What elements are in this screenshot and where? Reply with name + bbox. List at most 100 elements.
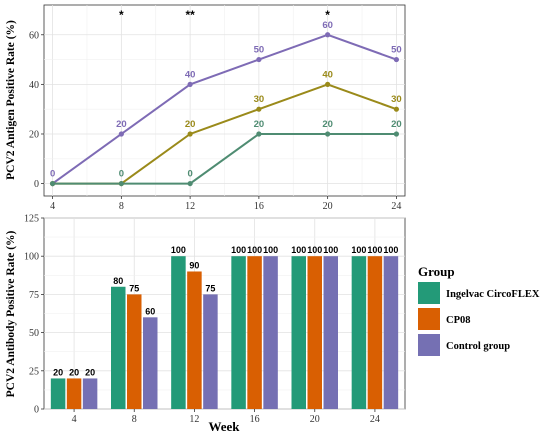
bar-label: 75 bbox=[205, 283, 215, 293]
legend-label: Ingelvac CircoFLEX bbox=[446, 289, 540, 300]
bar bbox=[143, 317, 158, 409]
bar-label: 100 bbox=[171, 245, 186, 255]
x-tick-label: 4 bbox=[50, 201, 55, 212]
y-tick-label: 25 bbox=[29, 366, 39, 377]
series-line bbox=[52, 33, 397, 185]
data-point bbox=[49, 180, 56, 187]
x-tick-label: 16 bbox=[250, 414, 260, 425]
legend-label: CP08 bbox=[446, 315, 471, 326]
data-label: 0 bbox=[187, 169, 192, 180]
data-label: 60 bbox=[322, 20, 333, 31]
data-point bbox=[393, 131, 400, 137]
data-point bbox=[325, 81, 331, 87]
bar bbox=[247, 256, 262, 409]
legend: Group Ingelvac CircoFLEX CP08 Control grou… bbox=[418, 264, 540, 356]
y-tick-label: 40 bbox=[29, 80, 39, 91]
bar-label: 20 bbox=[69, 367, 79, 377]
bar bbox=[82, 378, 98, 409]
bar-label: 100 bbox=[351, 245, 366, 255]
legend-swatch bbox=[418, 334, 440, 356]
antibody-bars bbox=[50, 256, 399, 409]
y-tick-label: 0 bbox=[34, 405, 39, 416]
antibody-grid bbox=[44, 217, 405, 410]
data-point bbox=[256, 106, 262, 112]
y-tick-label: 125 bbox=[24, 214, 39, 225]
significance-mark: ** bbox=[185, 8, 195, 22]
bar bbox=[231, 256, 246, 409]
data-point bbox=[393, 56, 400, 63]
antigen-y-axis-title: PCV2 Antigen Positive Rate (%) bbox=[5, 20, 17, 180]
legend-title: Group bbox=[418, 264, 455, 279]
data-point bbox=[393, 106, 400, 112]
antibody-y-ticks: 0 25 50 75 100 125 bbox=[24, 214, 44, 416]
legend-swatch bbox=[418, 282, 440, 304]
bar bbox=[203, 294, 218, 409]
bar bbox=[351, 256, 367, 409]
data-point bbox=[256, 56, 262, 63]
bar-label: 100 bbox=[383, 245, 398, 255]
antigen-y-ticks: 0 20 40 60 bbox=[29, 30, 44, 190]
x-tick-label: 16 bbox=[254, 201, 264, 212]
y-tick-label: 100 bbox=[24, 252, 39, 263]
bar-label: 100 bbox=[307, 245, 322, 255]
bar bbox=[263, 256, 278, 409]
bar-label: 100 bbox=[247, 245, 262, 255]
series-line bbox=[52, 132, 397, 185]
y-tick-label: 75 bbox=[29, 290, 39, 301]
data-label: 0 bbox=[50, 169, 55, 180]
x-tick-label: 20 bbox=[310, 414, 320, 425]
data-label: 30 bbox=[254, 94, 265, 105]
bar bbox=[50, 378, 66, 409]
data-point bbox=[325, 131, 331, 137]
x-tick-label: 8 bbox=[132, 414, 137, 425]
significance-mark: * bbox=[119, 8, 124, 22]
bar-label: 75 bbox=[129, 283, 139, 293]
significance-mark: * bbox=[325, 8, 330, 22]
data-point bbox=[187, 81, 193, 87]
data-point bbox=[118, 180, 124, 187]
data-label: 40 bbox=[185, 69, 196, 80]
bar bbox=[323, 256, 338, 409]
data-point bbox=[187, 180, 193, 187]
bar-label: 100 bbox=[231, 245, 246, 255]
bar bbox=[187, 271, 202, 409]
antibody-y-axis-title: PCV2 Antibody Positive Rate (%) bbox=[5, 230, 17, 397]
antibody-x-axis-title: Week bbox=[208, 419, 240, 434]
data-point bbox=[118, 131, 124, 137]
bar bbox=[383, 256, 399, 409]
antigen-series-lines bbox=[52, 33, 397, 185]
bar-label: 80 bbox=[113, 276, 123, 286]
bar-label: 60 bbox=[145, 306, 155, 316]
antigen-data-labels: 0 20 40 50 60 50 20 30 40 30 0 0 20 20 20 bbox=[50, 20, 402, 180]
bar bbox=[66, 378, 82, 409]
data-label: 40 bbox=[322, 69, 333, 80]
x-tick-label: 4 bbox=[72, 414, 77, 425]
y-tick-label: 0 bbox=[34, 179, 39, 190]
x-tick-label: 12 bbox=[185, 201, 195, 212]
data-label: 30 bbox=[391, 94, 402, 105]
data-label: 0 bbox=[119, 169, 124, 180]
x-tick-label: 24 bbox=[370, 414, 380, 425]
bar bbox=[367, 256, 383, 409]
data-label: 20 bbox=[116, 119, 127, 130]
x-tick-label: 24 bbox=[391, 201, 401, 212]
antibody-x-ticks: 4 8 12 16 20 24 bbox=[72, 409, 380, 425]
legend-items: Ingelvac CircoFLEX CP08 Control group bbox=[418, 282, 540, 356]
bar-label: 100 bbox=[291, 245, 306, 255]
data-point bbox=[187, 131, 193, 137]
data-label: 50 bbox=[254, 45, 265, 56]
bar-label: 20 bbox=[53, 367, 63, 377]
bar bbox=[127, 294, 142, 409]
antigen-series-points bbox=[49, 32, 400, 187]
data-label: 20 bbox=[185, 119, 196, 130]
x-tick-label: 8 bbox=[119, 201, 124, 212]
bar bbox=[111, 286, 126, 409]
data-label: 20 bbox=[254, 119, 265, 130]
y-tick-label: 50 bbox=[29, 328, 39, 339]
antigen-significance-marks: * ** * bbox=[119, 8, 330, 22]
bar-label: 100 bbox=[263, 245, 278, 255]
x-tick-label: 20 bbox=[323, 201, 333, 212]
